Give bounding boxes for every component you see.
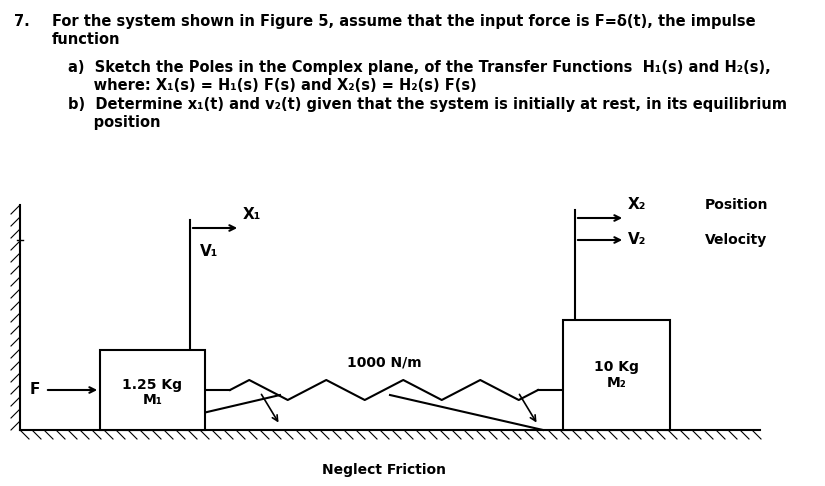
Text: Neglect Friction: Neglect Friction xyxy=(322,463,446,477)
Text: where: X₁(s) = H₁(s) F(s) and X₂(s) = H₂(s) F(s): where: X₁(s) = H₁(s) F(s) and X₂(s) = H₂… xyxy=(68,78,477,93)
Text: function: function xyxy=(52,32,120,47)
Text: a)  Sketch the Poles in the Complex plane, of the Transfer Functions  H₁(s) and : a) Sketch the Poles in the Complex plane… xyxy=(68,60,771,75)
Text: F: F xyxy=(30,382,40,398)
Text: X₁: X₁ xyxy=(243,207,262,222)
Text: Position: Position xyxy=(705,198,769,212)
Text: V₂: V₂ xyxy=(628,232,646,247)
Bar xyxy=(100,350,205,430)
Text: 1.25 Kg: 1.25 Kg xyxy=(122,378,182,392)
Text: M₁: M₁ xyxy=(143,393,163,407)
Text: X₂: X₂ xyxy=(628,197,646,212)
Text: b)  Determine x₁(t) and v₂(t) given that the system is initially at rest, in its: b) Determine x₁(t) and v₂(t) given that … xyxy=(68,97,787,112)
Text: 1000 N/m: 1000 N/m xyxy=(346,355,422,369)
Bar xyxy=(563,320,670,430)
Text: position: position xyxy=(68,115,161,130)
Text: 10 Kg: 10 Kg xyxy=(594,360,639,374)
Text: 7.: 7. xyxy=(14,14,30,29)
Text: V₁: V₁ xyxy=(200,244,219,260)
Text: M₂: M₂ xyxy=(606,376,626,390)
Text: Velocity: Velocity xyxy=(705,233,767,247)
Text: For the system shown in Figure 5, assume that the input force is F=δ(t), the imp: For the system shown in Figure 5, assume… xyxy=(52,14,756,29)
